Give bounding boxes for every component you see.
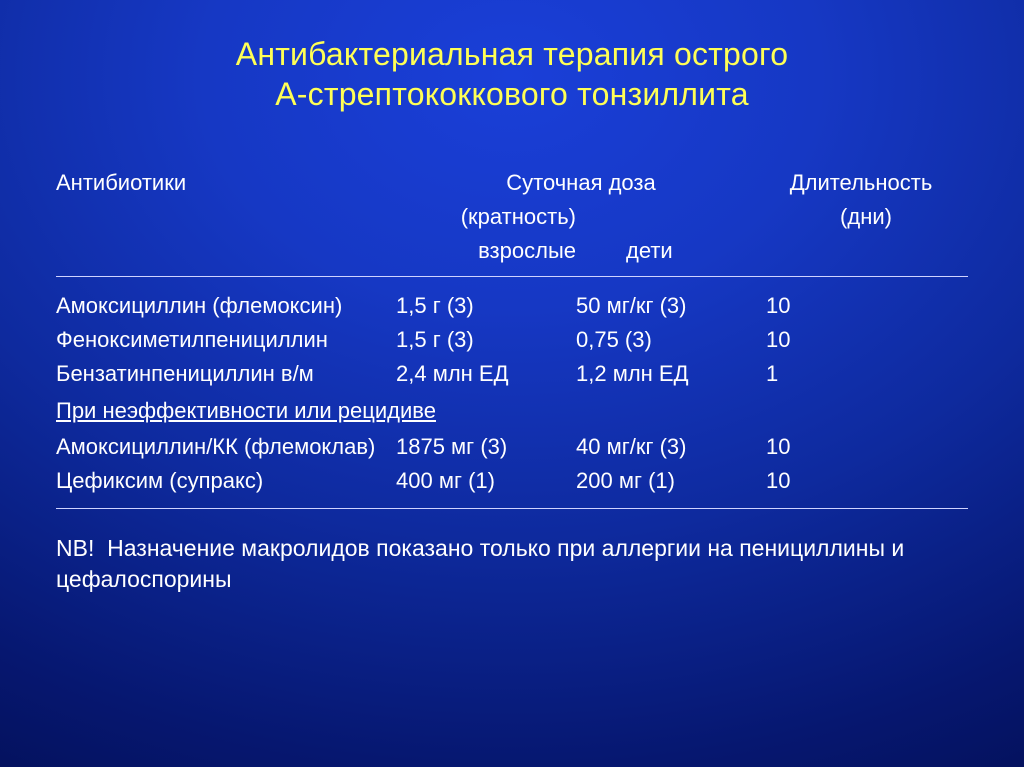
dose-child: 50 мг/кг (3) [576,289,766,323]
dose-child: 200 мг (1) [576,464,766,498]
dose-child: 0,75 (3) [576,323,766,357]
table-row: Цефиксим (супракс) 400 мг (1) 200 мг (1)… [56,464,968,498]
divider-bottom [56,508,968,509]
subcol-children: дети [596,234,816,268]
footnote-text: Назначение макролидов показано только пр… [56,535,904,592]
table-row: Феноксиметилпенициллин 1,5 г (3) 0,75 (3… [56,323,968,357]
col-header-dose-sub: (кратность) [396,200,616,234]
table-row: Амоксициллин (флемоксин) 1,5 г (3) 50 мг… [56,289,968,323]
table-row: Амоксициллин/КК (флемоклав) 1875 мг (3) … [56,430,968,464]
section-label: При неэффективности или рецидиве [56,394,968,428]
drug-name: Феноксиметилпенициллин [56,323,396,357]
dose-child: 40 мг/кг (3) [576,430,766,464]
slide: Антибактериальная терапия острого А-стре… [0,0,1024,767]
col-header-dose: Суточная доза [396,166,766,200]
table-header-row-1: Антибиотики Суточная доза Длительность [56,166,968,200]
table-header-row-2: (кратность) (дни) [56,200,968,234]
drug-name: Амоксициллин/КК (флемоклав) [56,430,396,464]
col-header-antibiotics: Антибиотики [56,166,396,200]
dosage-table: Антибиотики Суточная доза Длительность (… [56,166,968,595]
footnote-prefix: NB! [56,535,94,561]
duration: 1 [766,357,866,391]
drug-name: Бензатинпенициллин в/м [56,357,396,391]
table-row: Бензатинпенициллин в/м 2,4 млн ЕД 1,2 мл… [56,357,968,391]
duration: 10 [766,464,866,498]
dose-adult: 1,5 г (3) [396,289,576,323]
table-header-row-3: взрослые дети [56,234,968,268]
dose-adult: 1,5 г (3) [396,323,576,357]
dose-adult: 400 мг (1) [396,464,576,498]
duration: 10 [766,430,866,464]
col-header-duration-sub: (дни) [816,200,916,234]
slide-title: Антибактериальная терапия острого А-стре… [56,34,968,114]
drug-name: Цефиксим (супракс) [56,464,396,498]
footnote: NB! Назначение макролидов показано тольк… [56,533,968,595]
title-line-2: А-стрептококкового тонзиллита [275,76,749,112]
title-line-1: Антибактериальная терапия острого [236,36,788,72]
duration: 10 [766,289,866,323]
col-header-duration: Длительность [766,166,956,200]
duration: 10 [766,323,866,357]
drug-name: Амоксициллин (флемоксин) [56,289,396,323]
dose-adult: 1875 мг (3) [396,430,576,464]
dose-child: 1,2 млн ЕД [576,357,766,391]
subcol-adults: взрослые [396,234,596,268]
dose-adult: 2,4 млн ЕД [396,357,576,391]
divider-top [56,276,968,277]
